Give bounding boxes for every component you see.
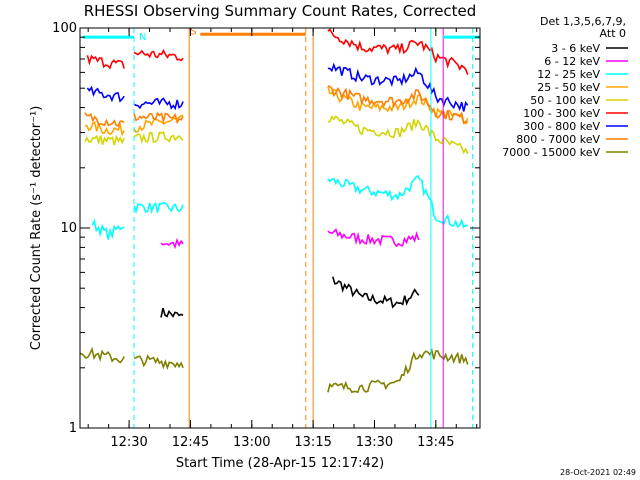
annotation-layer: NS xyxy=(82,26,480,43)
series-line-7-seg-1 xyxy=(133,111,184,125)
series-line-6-seg-2 xyxy=(327,62,469,112)
series-line-1-seg-0 xyxy=(160,237,184,250)
x-tick-label-0: 12:30 xyxy=(110,435,147,450)
legend-label-6: 300 - 800 keV xyxy=(523,120,600,133)
series-line-2-seg-0 xyxy=(91,218,125,240)
series-line-5-seg-0 xyxy=(86,54,125,70)
legend-header-line-2: Att 0 xyxy=(600,27,626,40)
series-line-5-seg-1 xyxy=(133,48,184,62)
series-line-8-seg-2 xyxy=(327,348,469,394)
series-line-0-seg-1 xyxy=(332,276,420,309)
series-layer xyxy=(79,28,469,394)
series-line-2-seg-1 xyxy=(133,201,184,215)
series-line-0-seg-0 xyxy=(160,307,184,318)
x-tick-label-5: 13:45 xyxy=(417,435,454,450)
series-line-4-seg-0 xyxy=(84,134,125,146)
y-axis-label: Corrected Count Rate (s⁻¹ detector⁻¹) xyxy=(29,106,44,351)
plot-frame xyxy=(79,27,481,429)
series-line-4-seg-2 xyxy=(327,115,469,155)
footer-timestamp: 28-Oct-2021 02:49 xyxy=(560,468,636,477)
legend-label-7: 800 - 7000 keV xyxy=(516,133,600,146)
legend-label-8: 7000 - 15000 keV xyxy=(502,146,600,159)
x-tick-label-4: 13:30 xyxy=(356,435,393,450)
series-line-3-seg-0 xyxy=(84,120,125,137)
series-line-2-seg-2 xyxy=(327,174,468,229)
y-tick-label-2: 100 xyxy=(52,21,77,36)
series-line-4-seg-1 xyxy=(133,130,184,145)
series-line-8-seg-1 xyxy=(133,354,184,371)
x-axis-label: Start Time (28-Apr-15 12:17:42) xyxy=(176,456,384,471)
legend-label-0: 3 - 6 keV xyxy=(551,42,600,55)
series-line-1-seg-1 xyxy=(327,227,420,248)
series-line-7-seg-2 xyxy=(327,84,469,125)
series-line-8-seg-0 xyxy=(79,346,125,364)
chart-title: RHESSI Observing Summary Count Rates, Co… xyxy=(84,2,477,20)
annotation-label-0: N xyxy=(139,32,146,43)
vline-layer xyxy=(133,28,474,428)
legend-header-line-1: Det 1,3,5,6,7,9, xyxy=(540,15,626,28)
legend-label-2: 12 - 25 keV xyxy=(537,68,600,81)
legend-label-4: 50 - 100 keV xyxy=(530,94,600,107)
y-tick-label-0: 1 xyxy=(69,421,77,436)
series-line-3-seg-1 xyxy=(133,114,184,133)
legend-label-5: 100 - 300 keV xyxy=(523,107,600,120)
annotation-label-2: S xyxy=(190,26,196,37)
series-line-5-seg-2 xyxy=(327,28,469,75)
y-tick-label-1: 10 xyxy=(60,221,77,236)
axis-layer: 12:30 12:45 13:00 13:15 13:30 13:45 1 10 100 xyxy=(52,21,480,450)
series-line-6-seg-1 xyxy=(133,97,184,111)
x-tick-label-2: 13:00 xyxy=(233,435,270,450)
legend-label-3: 25 - 50 keV xyxy=(537,81,600,94)
x-tick-label-3: 13:15 xyxy=(294,435,331,450)
series-line-6-seg-0 xyxy=(86,85,125,103)
x-tick-label-1: 12:45 xyxy=(172,435,209,450)
series-line-7-seg-0 xyxy=(84,112,125,127)
legend-label-1: 6 - 12 keV xyxy=(544,55,600,68)
